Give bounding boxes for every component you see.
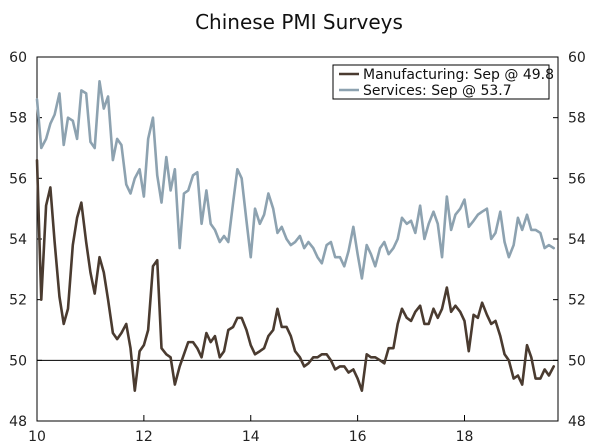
series-layer: [35, 79, 556, 392]
y-tick-label-right: 58: [568, 111, 586, 127]
y-tick-label-right: 54: [568, 232, 586, 248]
y-tick-label-left: 56: [9, 171, 27, 187]
y-tick-label-right: 56: [568, 171, 586, 187]
x-tick-label: 16: [349, 429, 367, 445]
chart-title: Chinese PMI Surveys: [195, 10, 403, 34]
legend-label: Services: Sep @ 53.7: [363, 83, 512, 99]
y-tick-label-left: 54: [9, 232, 27, 248]
y-tick-label-right: 50: [568, 353, 586, 369]
y-tick-label-left: 48: [9, 414, 27, 430]
x-tick-label: 14: [242, 429, 260, 445]
x-tick-label: 12: [135, 429, 153, 445]
legend-box: [332, 64, 550, 100]
x-tick-label: 18: [456, 429, 474, 445]
axes: 48 48 50 50 52 52 54 54 56 56 58 58 60 60 10 12 14 16 18: [9, 50, 586, 445]
y-tick-label-left: 58: [9, 111, 27, 127]
y-tick-label-right: 48: [568, 414, 586, 430]
y-tick-label-left: 60: [9, 50, 27, 66]
y-tick-label-right: 52: [568, 293, 586, 309]
legend-label: Manufacturing: Sep @ 49.8: [363, 67, 554, 83]
y-tick-label-left: 52: [9, 293, 27, 309]
series-line-services: [35, 79, 556, 280]
y-tick-label-right: 60: [568, 50, 586, 66]
series-line-manufacturing: [35, 158, 556, 392]
x-tick-label: 10: [28, 429, 46, 445]
y-tick-label-left: 50: [9, 353, 27, 369]
